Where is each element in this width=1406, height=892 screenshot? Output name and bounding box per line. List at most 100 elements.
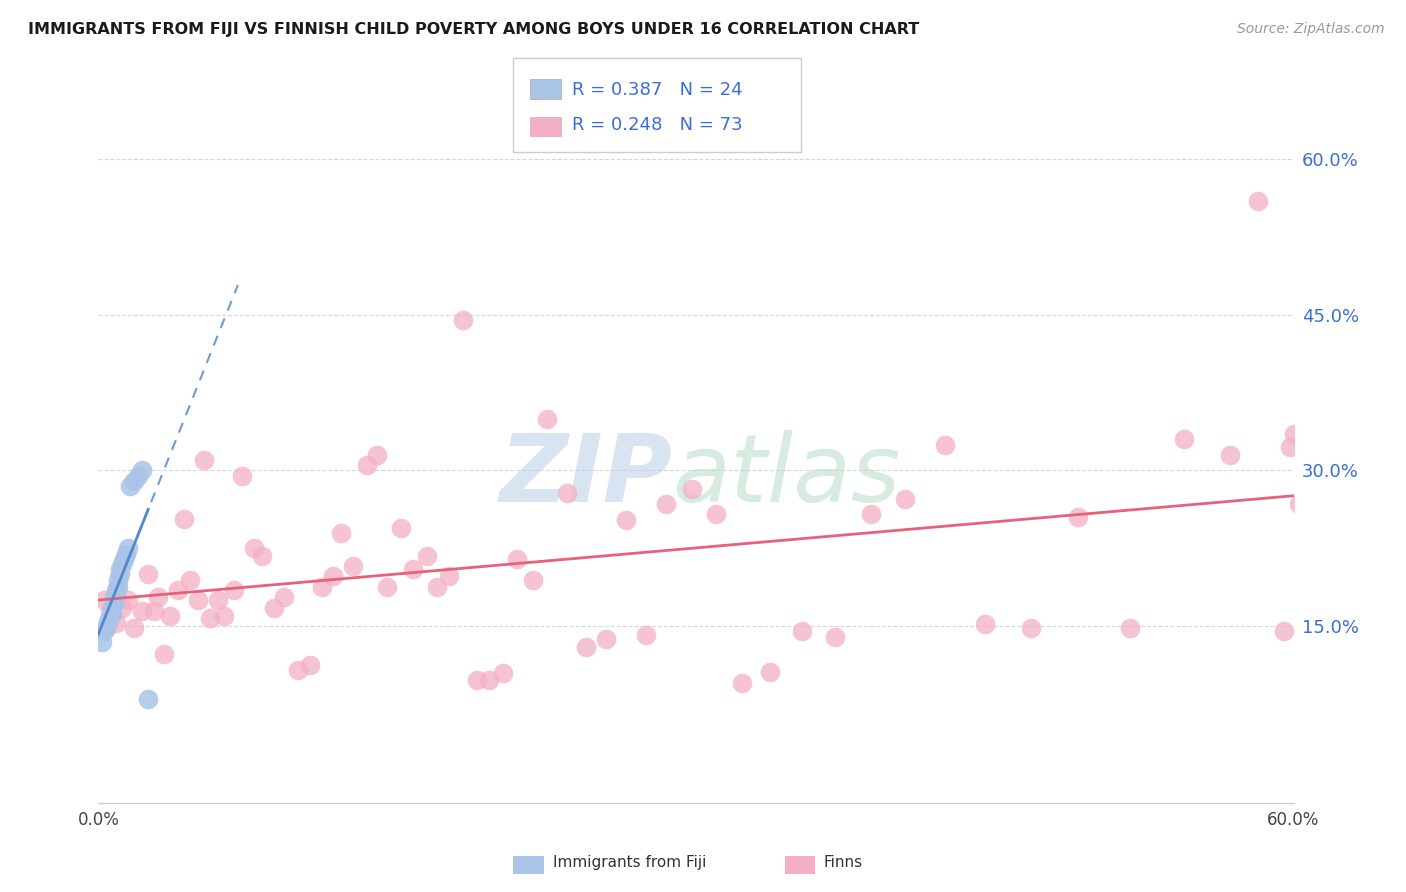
Point	[704, 507, 727, 521]
Point	[136, 692, 159, 706]
Text: IMMIGRANTS FROM FIJI VS FINNISH CHILD POVERTY AMONG BOYS UNDER 16 CORRELATION CH: IMMIGRANTS FROM FIJI VS FINNISH CHILD PO…	[28, 22, 920, 37]
Point	[595, 632, 617, 646]
Point	[250, 549, 273, 563]
Point	[1067, 510, 1090, 524]
Point	[107, 573, 129, 587]
Point	[416, 549, 439, 563]
Point	[681, 482, 703, 496]
Point	[506, 551, 529, 566]
Point	[860, 507, 883, 521]
Point	[366, 448, 388, 462]
Point	[1019, 621, 1042, 635]
Text: Immigrants from Fiji: Immigrants from Fiji	[553, 855, 706, 870]
Point	[894, 491, 917, 506]
Text: R = 0.248   N = 73: R = 0.248 N = 73	[572, 116, 742, 134]
Point	[330, 525, 353, 540]
Point	[402, 562, 425, 576]
Point	[198, 611, 221, 625]
Point	[136, 567, 159, 582]
Point	[107, 580, 129, 594]
Point	[93, 624, 115, 639]
Point	[731, 676, 754, 690]
Point	[103, 596, 125, 610]
Text: Finns: Finns	[824, 855, 863, 870]
Point	[100, 604, 122, 618]
Point	[159, 608, 181, 623]
Text: R = 0.387   N = 24: R = 0.387 N = 24	[572, 80, 742, 98]
Point	[1288, 497, 1310, 511]
Point	[614, 513, 637, 527]
Point	[1246, 194, 1268, 208]
Point	[105, 588, 128, 602]
Point	[934, 437, 956, 451]
Point	[824, 630, 846, 644]
Point	[451, 313, 474, 327]
Point	[110, 567, 132, 582]
Point	[96, 621, 118, 635]
Point	[173, 512, 195, 526]
Point	[758, 665, 780, 679]
Point	[243, 541, 266, 556]
Point	[115, 547, 138, 561]
Point	[112, 551, 135, 566]
Point	[117, 593, 139, 607]
Point	[298, 657, 321, 672]
Point	[465, 673, 488, 688]
Point	[342, 559, 364, 574]
Point	[110, 562, 132, 576]
Point	[1278, 440, 1301, 454]
Point	[91, 635, 114, 649]
Point	[1272, 624, 1295, 639]
Point	[207, 593, 229, 607]
Point	[124, 621, 146, 635]
Point	[426, 580, 449, 594]
Point	[263, 600, 285, 615]
Point	[97, 614, 120, 628]
Point	[105, 582, 128, 597]
Point	[100, 611, 122, 625]
Point	[356, 458, 378, 473]
Point	[167, 582, 190, 597]
Point	[111, 600, 134, 615]
Point	[973, 617, 995, 632]
Point	[655, 497, 678, 511]
Point	[322, 569, 344, 583]
Point	[187, 593, 209, 607]
Point	[375, 580, 398, 594]
Point	[437, 569, 460, 583]
Point	[222, 582, 245, 597]
Point	[120, 479, 142, 493]
Point	[131, 604, 153, 618]
Point	[478, 673, 501, 688]
Point	[231, 468, 253, 483]
Point	[127, 468, 149, 483]
Point	[153, 648, 176, 662]
Point	[790, 624, 813, 639]
Point	[311, 580, 333, 594]
Point	[1219, 448, 1241, 462]
Point	[103, 590, 125, 604]
Point	[143, 604, 166, 618]
Text: atlas: atlas	[672, 430, 900, 521]
Point	[93, 593, 115, 607]
Point	[101, 600, 124, 615]
Point	[179, 573, 201, 587]
Point	[101, 607, 124, 621]
Point	[212, 608, 235, 623]
Text: ZIP: ZIP	[499, 430, 672, 522]
Point	[636, 627, 658, 641]
Point	[273, 590, 295, 604]
Point	[148, 590, 170, 604]
Point	[522, 573, 544, 587]
Point	[1119, 621, 1142, 635]
Point	[131, 463, 153, 477]
Point	[492, 665, 515, 680]
Point	[555, 486, 578, 500]
Point	[111, 557, 134, 571]
Point	[105, 616, 128, 631]
Text: Source: ZipAtlas.com: Source: ZipAtlas.com	[1237, 22, 1385, 37]
Point	[1282, 427, 1305, 442]
Point	[117, 541, 139, 556]
Point	[287, 663, 309, 677]
Point	[193, 453, 215, 467]
